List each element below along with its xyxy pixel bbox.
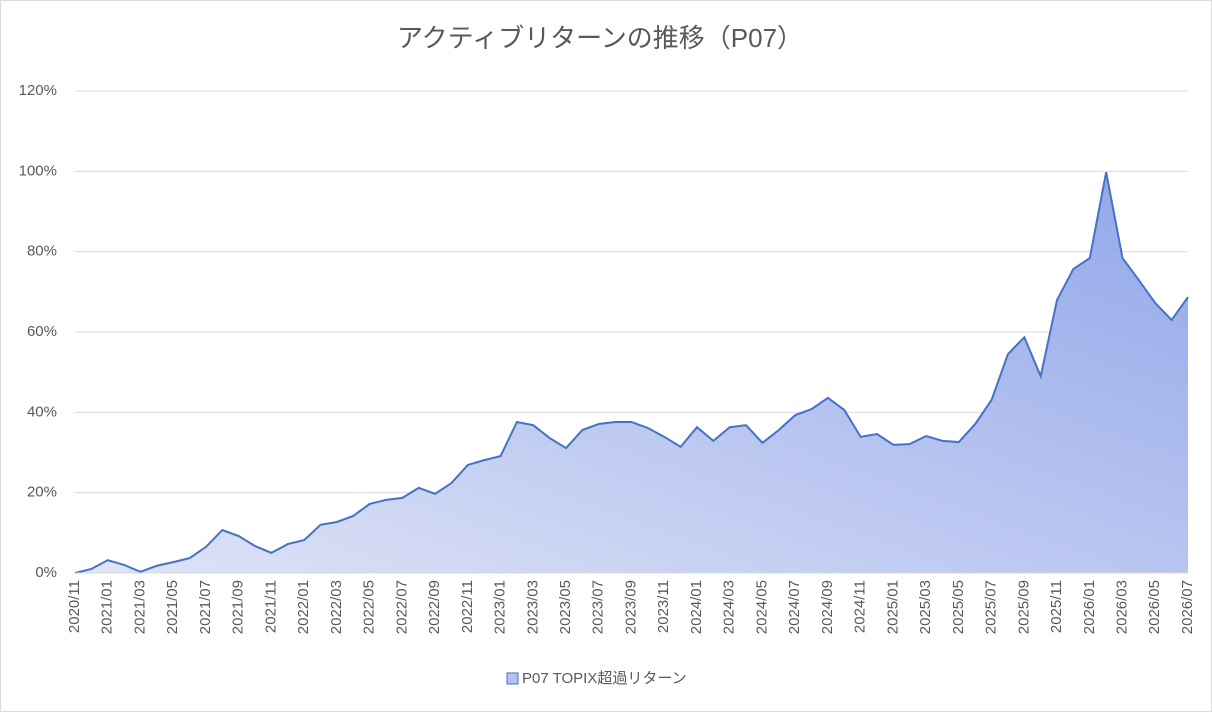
x-tick-label: 2025/05 [950,580,967,634]
area-line [74,171,1189,574]
y-tick-label: 80% [27,243,57,260]
x-tick-label: 2021/09 [230,580,247,634]
x-tick-label: 2024/05 [753,580,770,634]
x-tick-label: 2022/05 [361,580,378,634]
y-tick-label: 40% [27,403,57,420]
y-tick-label: 60% [27,323,57,340]
x-tick-label: 2022/07 [393,580,410,634]
x-tick-label: 2021/11 [262,580,279,633]
x-tick-label: 2022/11 [459,580,476,633]
chart-title: アクティブリターンの推移（P07） [397,23,803,53]
x-tick-label: 2023/09 [622,580,639,634]
x-tick-label: 2025/01 [884,580,901,634]
area-fill [75,172,1188,574]
y-tick-label: 0% [35,564,57,581]
x-tick-label: 2021/03 [131,580,148,634]
legend-swatch [506,672,519,685]
x-tick-label: 2023/05 [557,580,574,634]
legend-label: P07 TOPIX超過リターン [522,670,687,687]
x-tick-label: 2023/07 [590,580,607,634]
x-tick-label: 2021/01 [99,580,116,634]
x-tick-label: 2021/07 [197,580,214,634]
x-tick-label: 2020/11 [66,580,83,633]
x-tick-label: 2023/11 [655,580,672,633]
y-tick-label: 100% [19,162,57,179]
x-tick-label: 2025/09 [1015,580,1032,634]
x-tick-label: 2025/03 [917,580,934,634]
x-tick-label: 2025/11 [1048,580,1065,633]
x-tick-label: 2024/09 [819,580,836,634]
x-tick-label: 2026/01 [1081,580,1098,634]
x-tick-label: 2022/09 [426,580,443,634]
x-tick-label: 2021/05 [164,580,181,634]
x-tick-label: 2024/07 [786,580,803,634]
x-tick-label: 2026/03 [1113,580,1130,634]
x-tick-label: 2025/07 [983,580,1000,634]
x-tick-label: 2026/07 [1179,580,1196,634]
x-tick-label: 2024/11 [852,580,869,633]
x-tick-label: 2024/01 [688,580,705,634]
x-tick-label: 2024/03 [721,580,738,634]
x-tick-label: 2026/05 [1146,580,1163,634]
x-tick-label: 2022/03 [328,580,345,634]
x-tick-label: 2023/03 [524,580,541,634]
y-tick-label: 20% [27,484,57,501]
x-tick-label: 2022/01 [295,580,312,634]
y-tick-label: 120% [19,82,57,99]
x-tick-label: 2023/01 [492,580,509,634]
